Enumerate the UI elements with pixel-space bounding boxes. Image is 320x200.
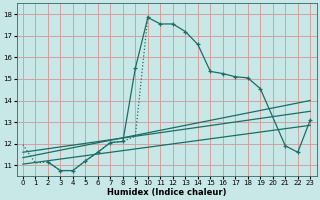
X-axis label: Humidex (Indice chaleur): Humidex (Indice chaleur) (107, 188, 226, 197)
